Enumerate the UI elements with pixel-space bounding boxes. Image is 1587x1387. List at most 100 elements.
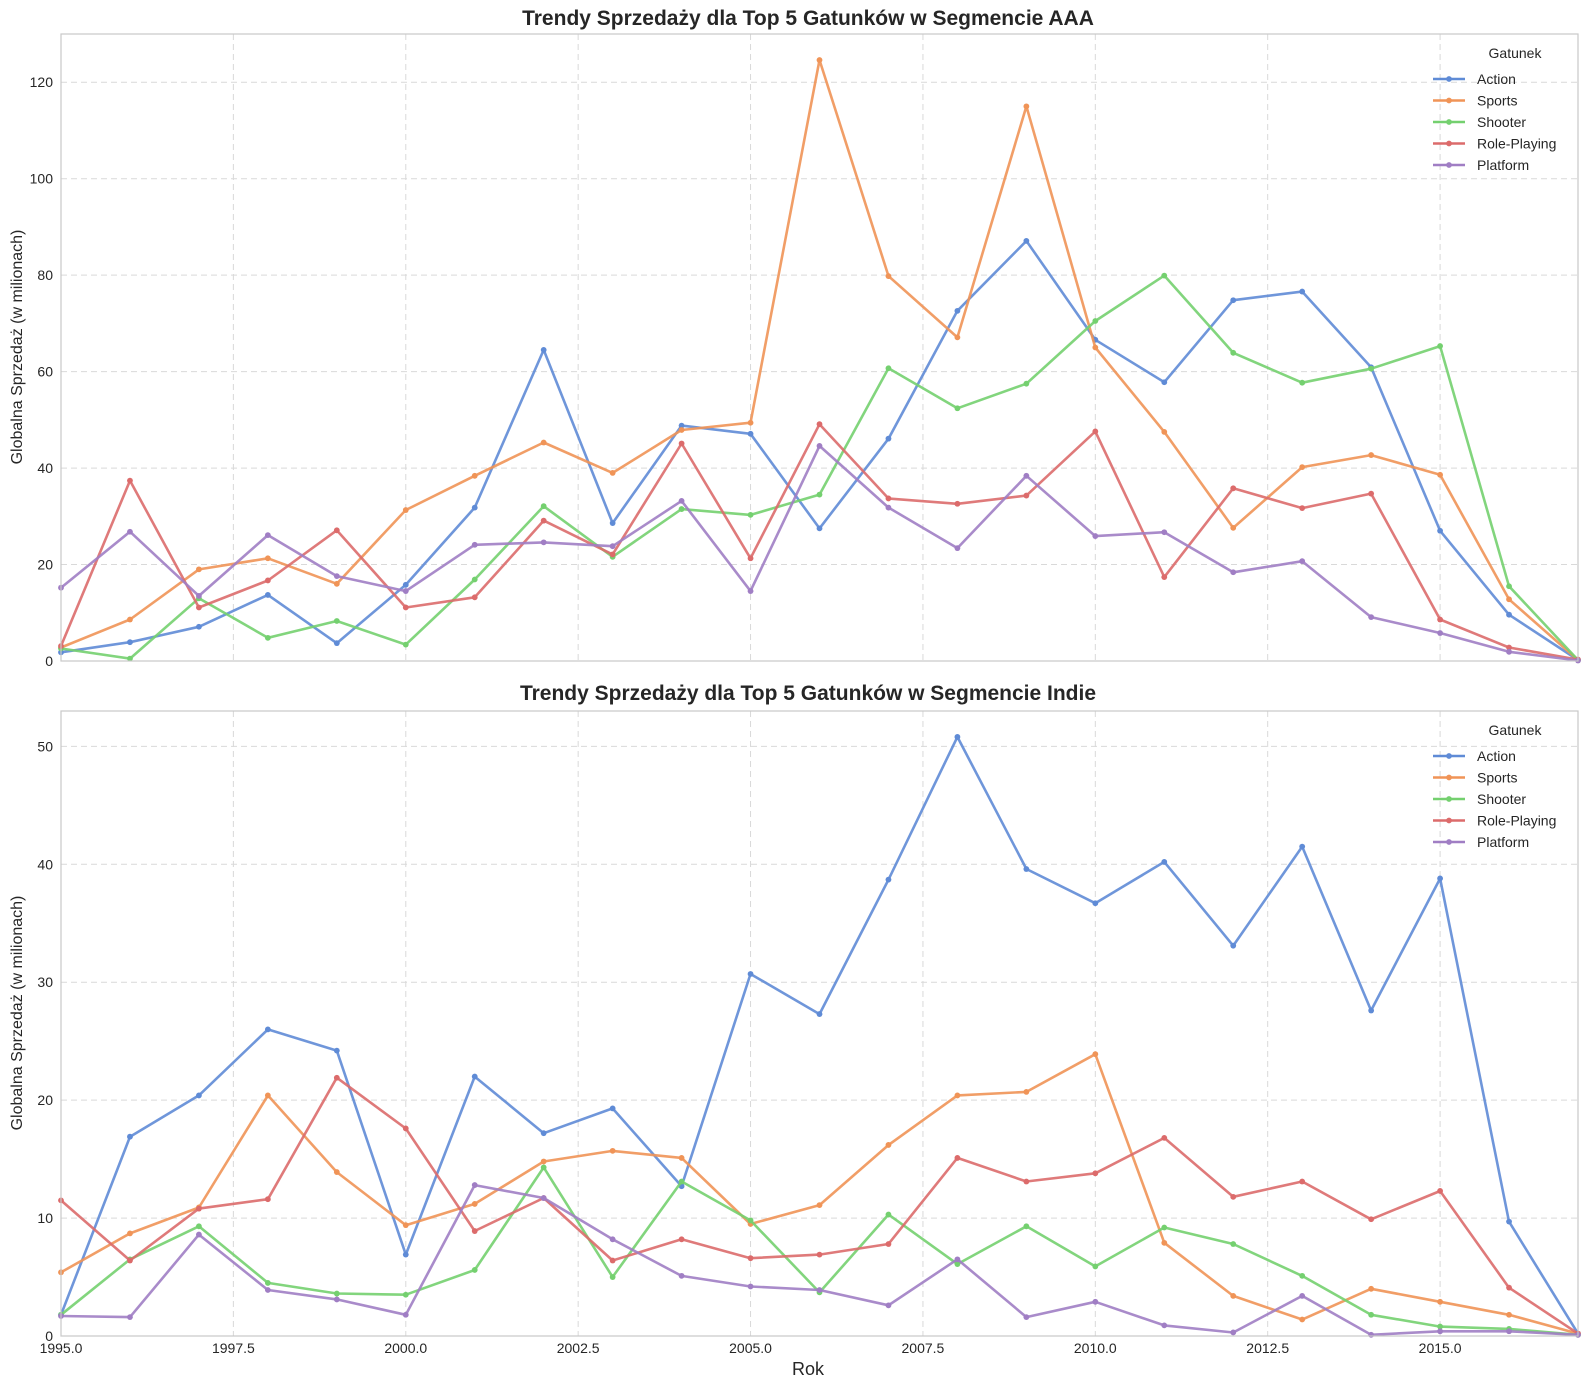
data-point	[196, 566, 202, 573]
data-point	[1368, 614, 1375, 621]
data-point	[471, 541, 478, 548]
data-point	[885, 876, 892, 883]
data-point	[1299, 505, 1306, 512]
data-point	[1437, 343, 1443, 349]
data-point	[127, 1230, 133, 1237]
data-point	[540, 1130, 547, 1137]
data-point	[402, 1125, 409, 1132]
data-point	[196, 1231, 202, 1238]
data-point	[747, 588, 754, 594]
data-point	[954, 405, 961, 412]
y-tick-label: 20	[37, 1092, 53, 1108]
data-point	[885, 1142, 892, 1148]
y-tick-label: 0	[45, 653, 53, 669]
data-point	[1368, 452, 1375, 458]
data-point	[1023, 472, 1030, 479]
x-tick-label: 2000.0	[384, 1340, 427, 1356]
data-point	[1506, 644, 1512, 651]
data-point	[885, 1211, 892, 1218]
legend-label: Role-Playing	[1477, 136, 1556, 152]
data-point	[1023, 1314, 1030, 1321]
data-point	[264, 1092, 271, 1099]
data-point	[402, 1222, 409, 1229]
data-point	[333, 1074, 340, 1081]
data-point	[402, 588, 409, 594]
data-point	[1368, 1007, 1375, 1014]
data-point	[471, 594, 478, 601]
data-point	[1230, 349, 1237, 356]
legend: Gatunek Action Sports Shooter Role-Playing Pl…	[1433, 45, 1556, 173]
data-point	[333, 1290, 340, 1297]
data-point	[471, 576, 478, 583]
data-point	[402, 1251, 409, 1258]
data-point	[816, 1202, 823, 1209]
data-point	[954, 545, 961, 552]
data-point	[402, 641, 409, 648]
data-point	[1092, 533, 1099, 539]
data-point	[747, 1217, 754, 1224]
data-point	[1506, 1218, 1512, 1225]
legend-swatch-marker	[1446, 76, 1452, 82]
x-tick-label: 2010.0	[1074, 1340, 1117, 1356]
data-point	[954, 1256, 961, 1263]
legend-label: Sports	[1477, 93, 1517, 109]
data-point	[1230, 1193, 1237, 1200]
data-point	[747, 430, 754, 437]
data-point	[1023, 238, 1030, 244]
data-point	[1506, 1328, 1512, 1335]
y-tick-label: 10	[37, 1210, 53, 1226]
data-point	[1092, 1263, 1099, 1270]
chart-title: Trendy Sprzedaży dla Top 5 Gatunków w Se…	[522, 7, 1094, 30]
x-tick-label: 2007.5	[902, 1340, 945, 1356]
data-point	[1161, 429, 1168, 435]
data-point	[1299, 843, 1306, 850]
series-line-shooter	[60, 274, 1579, 661]
data-point	[885, 504, 892, 511]
data-point	[1230, 1293, 1237, 1299]
data-point	[747, 1283, 754, 1290]
data-point	[609, 543, 616, 550]
data-point	[609, 470, 616, 476]
data-point	[1437, 527, 1443, 534]
data-point	[609, 520, 616, 526]
x-tick-label: 1995.0	[40, 1340, 83, 1356]
legend-label: Shooter	[1477, 114, 1526, 130]
data-point	[678, 497, 685, 504]
data-point	[1299, 379, 1306, 386]
data-point	[1368, 1311, 1375, 1318]
data-point	[540, 1195, 547, 1201]
data-point	[1437, 1323, 1443, 1330]
data-point	[1092, 1170, 1099, 1177]
data-point	[954, 1261, 961, 1267]
data-point	[1437, 1298, 1443, 1305]
legend-swatch-marker	[1446, 162, 1452, 168]
data-point	[1368, 490, 1375, 497]
y-tick-label: 50	[37, 738, 53, 754]
data-point	[1437, 875, 1443, 882]
data-point	[954, 307, 961, 314]
data-point	[333, 618, 340, 624]
data-point	[885, 1302, 892, 1309]
data-point	[816, 57, 823, 63]
x-tick-label: 2015.0	[1419, 1340, 1462, 1356]
legend-label: Shooter	[1477, 791, 1526, 807]
data-point	[885, 495, 892, 502]
data-point	[471, 1228, 478, 1234]
data-point	[1506, 596, 1512, 603]
data-point	[1506, 1311, 1512, 1318]
data-point	[1230, 485, 1237, 492]
x-tick-label: 2002.5	[557, 1340, 600, 1356]
data-point	[264, 532, 271, 539]
data-point	[264, 634, 271, 641]
y-axis-label: Globalna Sprzedaż (w milionach)	[9, 230, 26, 465]
data-point	[1023, 866, 1030, 872]
data-point	[1368, 1285, 1375, 1292]
data-point	[816, 1251, 823, 1258]
data-point	[1092, 428, 1099, 435]
legend-title: Gatunek	[1489, 45, 1543, 61]
data-point	[333, 1169, 340, 1175]
data-point	[954, 500, 961, 507]
data-point	[1368, 1216, 1375, 1223]
data-point	[609, 1236, 616, 1243]
